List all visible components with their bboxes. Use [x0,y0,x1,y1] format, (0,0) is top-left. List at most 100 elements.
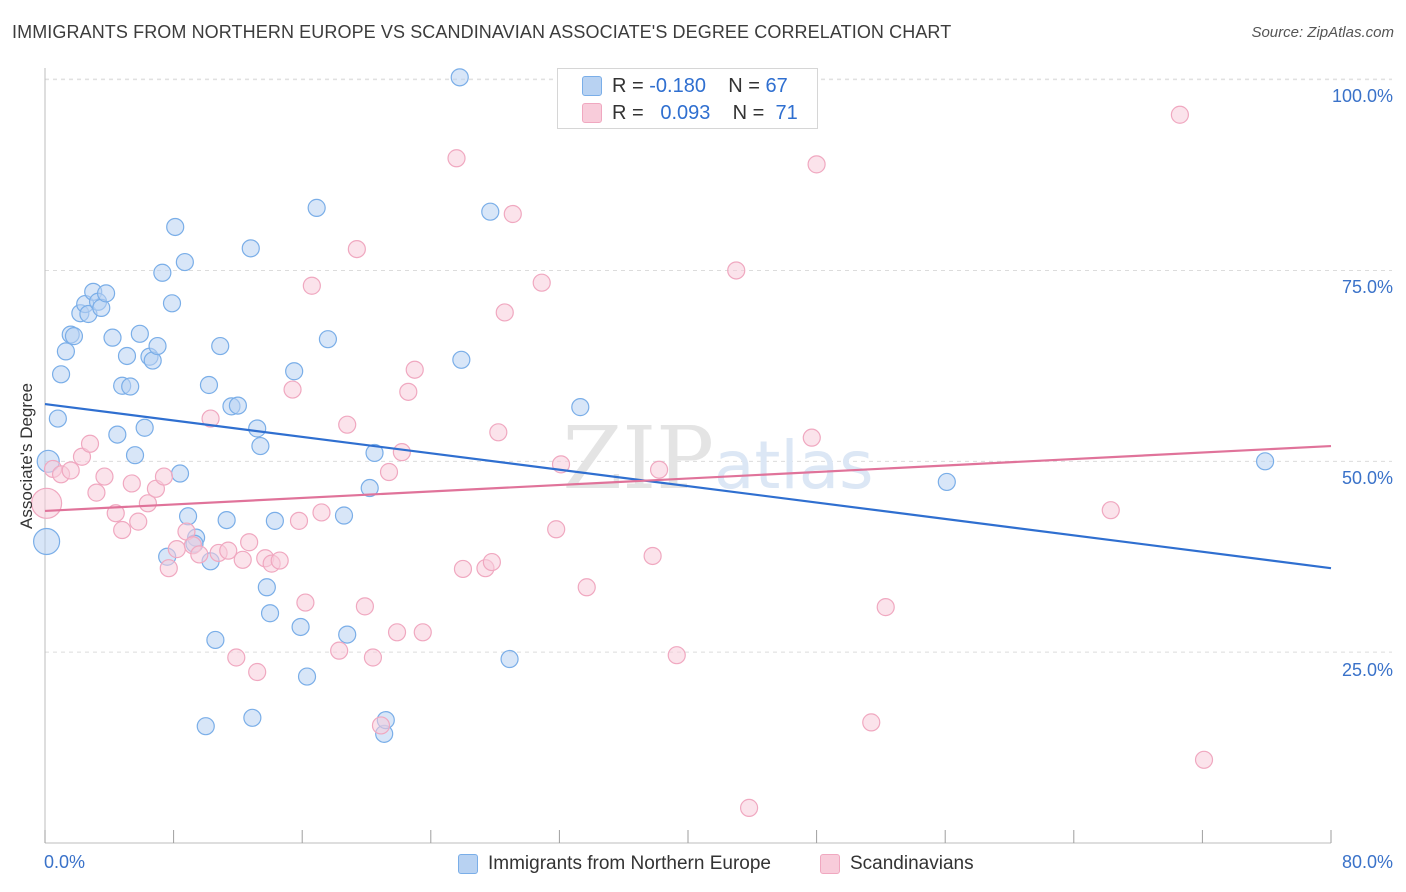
point-scandinavians [159,559,178,578]
point-northern-europe [217,510,236,530]
point-scandinavians [363,648,383,667]
point-northern-europe [64,327,84,346]
point-scandinavians [1101,501,1120,520]
point-scandinavians [154,467,174,486]
point-northern-europe [338,625,357,644]
point-scandinavians [87,483,106,502]
point-northern-europe [56,342,75,361]
point-northern-europe [51,365,71,384]
bottom-legend-northern-europe: Immigrants from Northern Europe [458,851,771,877]
point-scandinavians [138,494,157,513]
point-northern-europe [243,708,262,727]
point-northern-europe [937,472,956,492]
point-northern-europe [96,284,116,303]
point-northern-europe [365,443,384,463]
bottom-legend-scandinavians: Scandinavians [820,851,974,877]
point-northern-europe [248,419,267,438]
point-northern-europe [452,350,471,369]
point-northern-europe [33,527,61,556]
point-scandinavians [330,641,349,660]
point-scandinavians [80,434,100,453]
point-scandinavians [399,382,418,401]
point-northern-europe [481,202,500,221]
point-northern-europe [241,239,260,258]
point-scandinavians [129,512,148,531]
point-scandinavians [379,462,399,482]
point-scandinavians [643,546,662,566]
x-tick-label-max: 80.0% [1341,852,1393,872]
point-scandinavians [503,204,522,224]
point-scandinavians [447,149,466,168]
point-scandinavians [371,716,391,735]
point-scandinavians [876,598,895,617]
point-scandinavians [289,511,309,530]
point-scandinavians [113,520,132,540]
point-northern-europe [571,398,590,417]
point-northern-europe [260,604,280,623]
point-northern-europe [318,330,338,349]
point-scandinavians [413,623,432,642]
y-tick-label-50: 50.0% [1341,468,1393,488]
point-scandinavians [862,713,881,732]
bottom-legend-label: Immigrants from Northern Europe [488,853,771,874]
point-northern-europe [166,217,185,237]
point-northern-europe [1255,452,1275,471]
point-scandinavians [122,474,141,493]
point-northern-europe [450,68,469,87]
point-scandinavians [547,520,566,539]
point-northern-europe [48,409,67,428]
point-scandinavians [201,409,220,428]
point-northern-europe [130,324,149,343]
y-axis-title: Associate's Degree [17,383,36,529]
point-scandinavians [233,550,252,569]
correlation-legend: R = -0.180 N = 67 R = 0.093 N = 71 [557,68,818,129]
point-scandinavians [347,240,366,259]
point-northern-europe [206,630,225,650]
point-northern-europe [211,336,230,356]
point-northern-europe [170,464,190,483]
point-scandinavians [190,545,209,564]
point-scandinavians [283,380,302,399]
point-scandinavians [227,648,246,667]
point-scandinavians [649,460,669,479]
point-northern-europe [135,418,154,437]
x-tick-label-min: 0.0% [44,852,86,872]
point-northern-europe [108,425,127,444]
point-scandinavians [248,662,267,682]
legend-swatch-pink [582,103,602,123]
point-northern-europe [153,263,172,282]
point-northern-europe [175,252,194,272]
point-scandinavians [489,423,508,442]
legend-n-value: 71 [775,101,798,124]
legend-n-label: N = [728,74,760,97]
point-scandinavians [270,551,289,570]
point-northern-europe [265,511,284,530]
point-northern-europe [125,446,145,465]
point-scandinavians [405,360,424,379]
trendline-northern-europe [44,402,1332,570]
point-northern-europe [307,198,326,217]
legend-r-label: R = [612,74,644,97]
point-scandinavians [802,428,821,447]
y-tick-label-75: 75.0% [1341,277,1393,297]
point-northern-europe [285,362,304,381]
point-scandinavians [355,597,374,616]
point-northern-europe [297,667,317,686]
point-scandinavians [95,467,114,486]
point-scandinavians [392,443,411,462]
legend-r-label: R = [612,101,644,124]
legend-r-value: -0.180 [649,74,706,97]
point-northern-europe [251,436,270,456]
point-scandinavians [219,541,238,560]
point-northern-europe [162,294,182,313]
point-scandinavians [302,276,321,295]
bottom-legend-swatch-blue [458,854,478,874]
point-scandinavians [495,303,514,322]
legend-n-label: N = [732,101,765,124]
point-northern-europe [291,617,310,637]
chart-title: IMMIGRANTS FROM NORTHERN EUROPE VS SCAND… [12,22,952,42]
point-scandinavians [667,646,686,665]
point-northern-europe [196,717,215,736]
point-scandinavians [1194,750,1214,769]
